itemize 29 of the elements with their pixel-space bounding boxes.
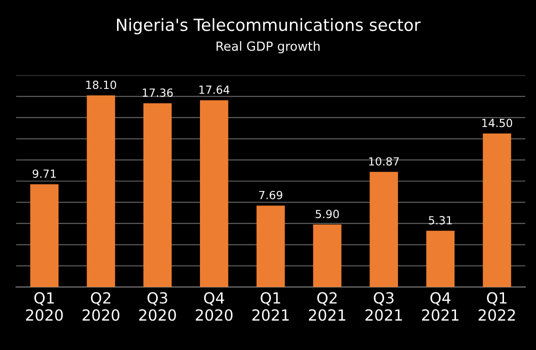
- bar: [313, 224, 342, 287]
- bar: [200, 100, 228, 287]
- bar: [482, 133, 512, 287]
- x-tick-label: Q1 2022: [478, 292, 515, 321]
- bar: [256, 206, 285, 287]
- x-tick-label: Q2 2021: [308, 292, 346, 321]
- chart-subtitle: Real GDP growth: [216, 41, 320, 54]
- data-label: 7.69: [259, 190, 282, 200]
- data-label: 9.71: [32, 169, 56, 178]
- x-tick-label: Q4 2021: [422, 292, 458, 321]
- data-label: 18.10: [86, 80, 116, 90]
- x-tick-label: Q1 2020: [26, 292, 63, 321]
- x-tick-label: Q1 2021: [252, 292, 289, 321]
- bar: [426, 230, 455, 287]
- bar: [370, 172, 398, 287]
- data-label: 5.90: [316, 210, 339, 218]
- data-label: 17.36: [142, 88, 173, 97]
- data-label: 17.64: [199, 86, 230, 94]
- x-tick-label: Q4 2020: [196, 292, 233, 321]
- x-tick-label: Q3 2020: [139, 292, 176, 321]
- bar: [86, 95, 116, 287]
- data-label: 10.87: [369, 157, 399, 166]
- data-label: 5.31: [428, 216, 452, 224]
- bar: [143, 103, 172, 287]
- bar: [30, 184, 59, 287]
- data-label: 14.50: [482, 118, 512, 128]
- x-tick-label: Q2 2020: [82, 292, 120, 321]
- chart-title: Nigeria's Telecommunications sector: [117, 18, 421, 34]
- x-tick-label: Q3 2021: [366, 292, 402, 321]
